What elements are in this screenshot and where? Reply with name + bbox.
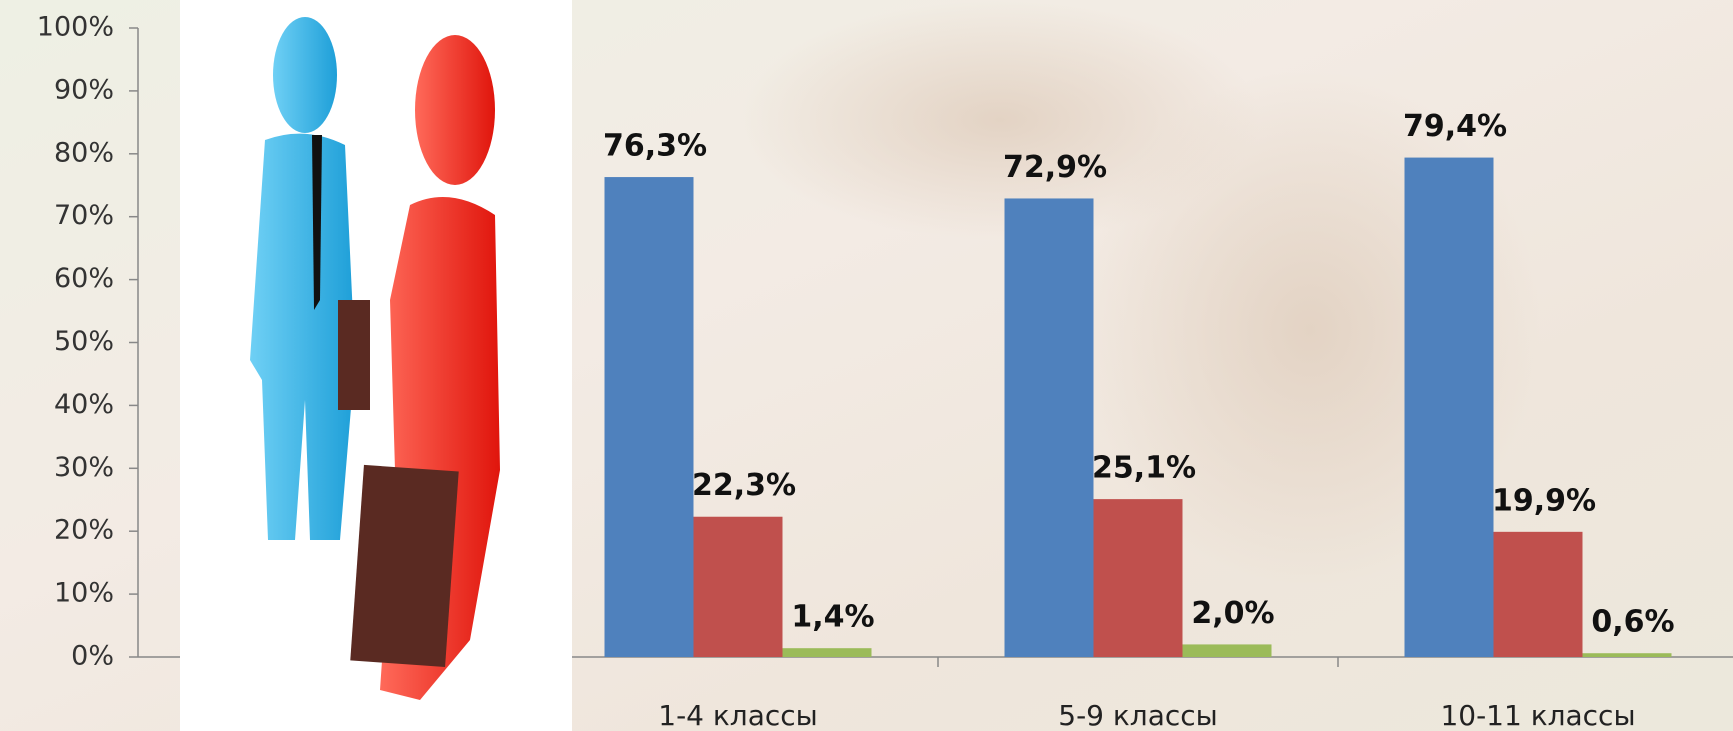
bar [783, 648, 872, 657]
value-label: 25,1% [1092, 451, 1196, 486]
figure-head [415, 35, 495, 185]
x-tick-label: 1-4 классы [658, 699, 818, 731]
y-tick-label: 30% [54, 452, 114, 483]
value-label: 1,4% [791, 600, 874, 635]
value-label: 19,9% [1492, 483, 1596, 518]
value-label: 22,3% [692, 468, 796, 503]
value-label: 0,6% [1591, 605, 1674, 640]
y-tick-label: 90% [54, 74, 114, 105]
bar [1183, 644, 1272, 657]
y-tick-label: 20% [54, 515, 114, 546]
bar [1005, 198, 1094, 657]
bar [1494, 532, 1583, 657]
bar [694, 517, 783, 657]
figure-head [273, 17, 337, 133]
value-label: 79,4% [1403, 109, 1507, 144]
y-tick-label: 40% [54, 389, 114, 420]
y-tick-label: 100% [37, 12, 114, 43]
x-tick-label: 5-9 классы [1058, 699, 1218, 731]
bar [1405, 158, 1494, 657]
y-tick-label: 50% [54, 326, 114, 357]
y-tick-label: 0% [71, 641, 114, 672]
illustration [180, 0, 572, 731]
y-tick-label: 70% [54, 200, 114, 231]
bar [1583, 653, 1672, 657]
y-tick-label: 10% [54, 578, 114, 609]
x-tick-label: 10-11 классы [1440, 699, 1635, 731]
bar [605, 177, 694, 657]
value-label: 2,0% [1191, 596, 1274, 631]
briefcase [338, 300, 370, 410]
y-tick-label: 80% [54, 137, 114, 168]
y-tick-label: 60% [54, 263, 114, 294]
background-photo [740, 0, 1260, 240]
bar [1094, 499, 1183, 657]
value-label: 76,3% [603, 129, 707, 164]
briefcase [350, 465, 458, 667]
value-label: 72,9% [1003, 150, 1107, 185]
chart: 0% 10% 20% 30% 40% 50% 60% 70% 80% 90% 100% 1-4 кла… [0, 0, 1733, 731]
